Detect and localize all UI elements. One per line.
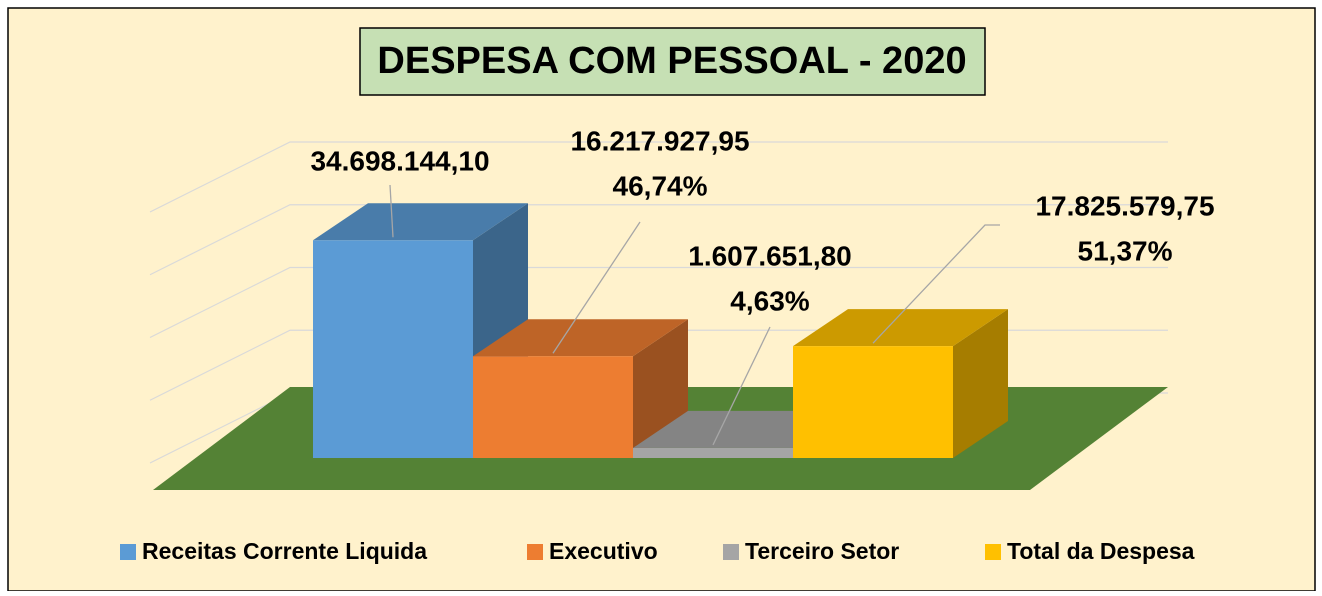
leader-line (389, 184, 394, 238)
legend-swatch (985, 544, 1001, 560)
bar-top (473, 319, 688, 357)
bar (793, 346, 953, 458)
bar (313, 240, 473, 458)
legend-swatch (120, 544, 136, 560)
data-label: 1.607.651,80 (688, 240, 852, 271)
share-label: 4,63% (730, 285, 809, 316)
share-label: 51,37% (1078, 235, 1173, 266)
legend-swatch (527, 544, 543, 560)
bar-side (953, 309, 1008, 458)
legend-label: Total da Despesa (1007, 538, 1195, 564)
legend-label: Terceiro Setor (745, 538, 899, 564)
bar (473, 356, 633, 458)
leader-line (872, 224, 1000, 344)
legend-label: Executivo (549, 538, 658, 564)
leader-line (552, 221, 641, 354)
data-label: 17.825.579,75 (1035, 190, 1214, 221)
grid-line (149, 141, 1168, 213)
legend-label: Receitas Corrente Liquida (142, 538, 427, 564)
legend-swatch (723, 544, 739, 560)
bar (633, 447, 793, 458)
data-label: 34.698.144,10 (310, 145, 489, 176)
bar-top (313, 203, 528, 241)
share-label: 46,74% (613, 170, 708, 201)
data-label: 16.217.927,95 (570, 125, 749, 156)
grid-line (149, 204, 1168, 276)
grid-line (149, 266, 1168, 339)
chart-title: DESPESA COM PESSOAL - 2020 (377, 40, 966, 82)
leader-line (712, 326, 771, 446)
bar-top (793, 309, 1008, 347)
title-box (359, 27, 986, 96)
